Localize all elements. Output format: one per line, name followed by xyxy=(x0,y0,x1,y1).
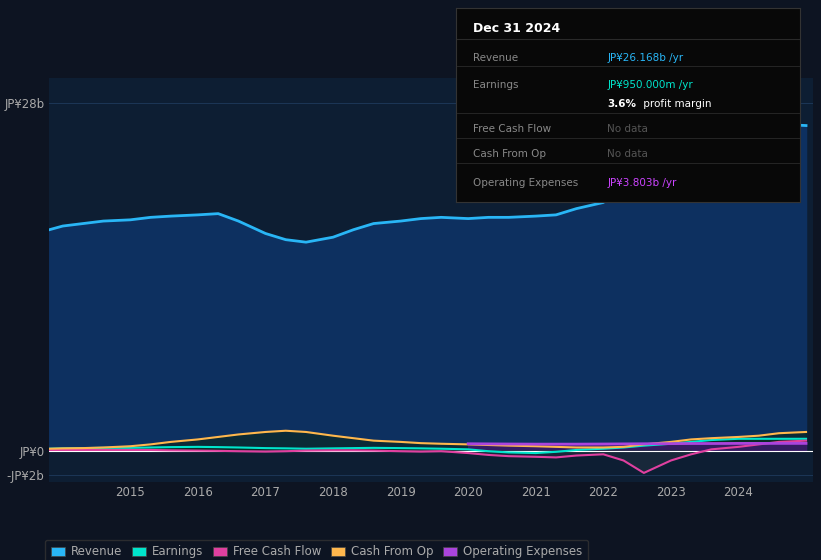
Text: JP¥3.803b /yr: JP¥3.803b /yr xyxy=(608,179,677,188)
Text: Earnings: Earnings xyxy=(473,80,518,90)
Text: profit margin: profit margin xyxy=(640,99,712,109)
Text: Revenue: Revenue xyxy=(473,53,518,63)
Text: No data: No data xyxy=(608,150,649,160)
Text: Dec 31 2024: Dec 31 2024 xyxy=(473,22,560,35)
Text: 3.6%: 3.6% xyxy=(608,99,636,109)
Text: No data: No data xyxy=(608,124,649,134)
Text: Free Cash Flow: Free Cash Flow xyxy=(473,124,551,134)
Text: JP¥950.000m /yr: JP¥950.000m /yr xyxy=(608,80,693,90)
Text: JP¥26.168b /yr: JP¥26.168b /yr xyxy=(608,53,684,63)
Text: Cash From Op: Cash From Op xyxy=(473,150,546,160)
Legend: Revenue, Earnings, Free Cash Flow, Cash From Op, Operating Expenses: Revenue, Earnings, Free Cash Flow, Cash … xyxy=(45,540,588,560)
Text: Operating Expenses: Operating Expenses xyxy=(473,179,578,188)
